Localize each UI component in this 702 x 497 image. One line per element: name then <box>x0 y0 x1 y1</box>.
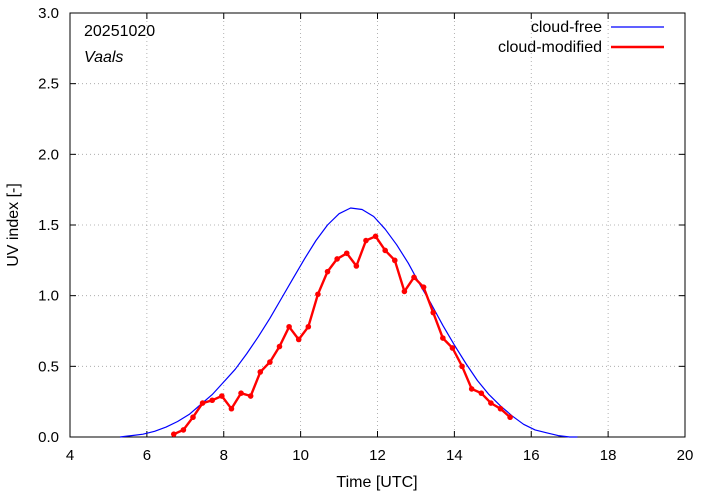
series-line-cloud-free <box>119 207 578 438</box>
data-point-cloud-modified <box>372 233 379 240</box>
data-point-cloud-modified <box>238 390 244 396</box>
data-point-cloud-modified <box>286 323 292 330</box>
x-tick-label: 20 <box>677 447 694 464</box>
x-tick-label: 18 <box>600 447 617 464</box>
data-point-cloud-modified <box>199 400 206 406</box>
data-point-cloud-modified <box>468 386 475 392</box>
data-point-cloud-modified <box>382 247 388 254</box>
x-tick-label: 10 <box>292 447 309 464</box>
legend-label-cloud-free: cloud-free <box>531 19 602 36</box>
data-point-cloud-modified <box>209 397 216 404</box>
y-tick-label: 1.5 <box>38 217 59 234</box>
data-point-cloud-modified <box>343 250 350 257</box>
data-point-cloud-modified <box>315 291 321 298</box>
data-point-cloud-modified <box>247 393 254 399</box>
x-tick-label: 16 <box>523 447 540 464</box>
x-axis-title: Time [UTC] <box>336 474 417 491</box>
data-point-cloud-modified <box>459 363 465 370</box>
x-tick-label: 14 <box>446 447 463 464</box>
legend: cloud-free cloud-modified <box>498 19 664 56</box>
data-point-cloud-modified <box>353 263 360 269</box>
data-point-cloud-modified <box>497 405 504 412</box>
y-tick-label: 2.0 <box>38 146 59 163</box>
data-point-cloud-modified <box>430 309 437 316</box>
data-point-cloud-modified <box>391 257 398 264</box>
axis-ticks: 4 6 8 10 12 14 16 18 20 0.0 0.5 1.0 1.5 2.0 2.5 3.0 <box>38 5 693 464</box>
data-point-cloud-modified <box>449 345 456 351</box>
y-axis-title: UV index [-] <box>5 183 22 267</box>
data-point-cloud-modified <box>420 284 427 290</box>
location-annotation: Vaals <box>84 49 123 66</box>
grid-lines <box>70 13 685 437</box>
data-point-cloud-modified <box>190 414 196 421</box>
x-tick-label: 8 <box>220 447 228 464</box>
data-point-cloud-modified <box>507 414 513 421</box>
data-point-cloud-modified <box>324 268 331 275</box>
x-tick-label: 12 <box>369 447 386 464</box>
data-point-cloud-modified <box>219 393 225 399</box>
y-tick-label: 3.0 <box>38 5 59 22</box>
series-layer <box>119 207 578 438</box>
data-point-cloud-modified <box>363 237 369 244</box>
data-point-cloud-modified <box>401 288 408 295</box>
data-point-cloud-modified <box>411 274 417 281</box>
date-annotation: 20251020 <box>84 23 155 40</box>
data-point-cloud-modified <box>180 427 187 433</box>
y-tick-label: 1.0 <box>38 288 59 305</box>
data-point-cloud-modified <box>334 256 340 262</box>
data-point-cloud-modified <box>276 343 283 350</box>
data-point-cloud-modified <box>170 431 177 437</box>
legend-label-cloud-modified: cloud-modified <box>498 39 602 56</box>
data-point-cloud-modified <box>267 359 273 365</box>
data-point-cloud-modified <box>295 336 302 343</box>
x-tick-label: 6 <box>143 447 151 464</box>
y-tick-label: 0.0 <box>38 429 59 446</box>
x-tick-label: 4 <box>66 447 74 464</box>
y-tick-label: 0.5 <box>38 358 59 375</box>
data-point-cloud-modified <box>228 405 235 412</box>
data-point-cloud-modified <box>478 390 485 396</box>
y-tick-label: 2.5 <box>38 76 59 93</box>
data-point-cloud-modified <box>440 335 446 341</box>
data-point-cloud-modified <box>488 400 494 406</box>
data-point-cloud-modified <box>305 323 312 330</box>
data-point-cloud-modified <box>257 369 264 375</box>
